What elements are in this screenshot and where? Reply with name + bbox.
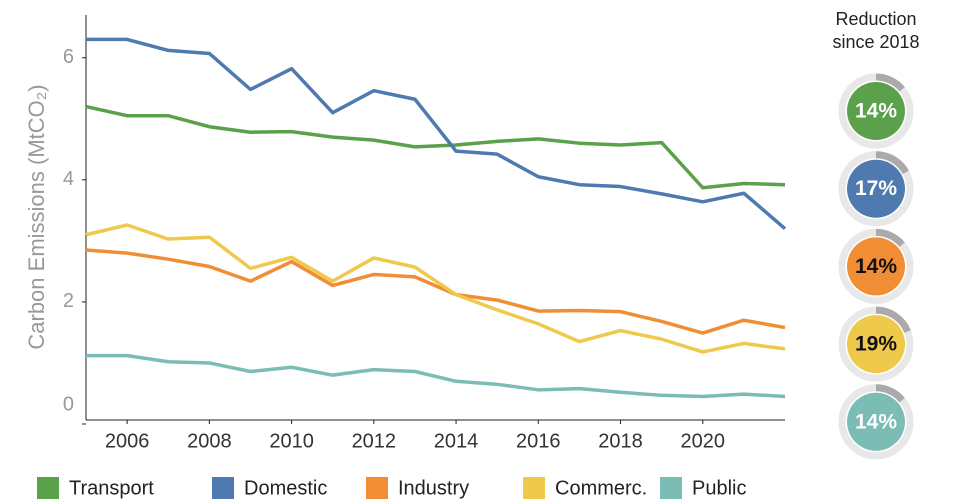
legend-swatch [366,477,388,499]
gauge-label: 19% [855,333,897,356]
gauge-disc [847,237,905,296]
x-tick-label: 2006 [105,430,150,452]
gauge-label: 14% [855,100,897,123]
line [86,37,787,230]
line [85,248,786,335]
line [85,223,786,354]
y-tick-label: 6 [63,46,74,68]
x-tick-label: 2012 [352,430,397,452]
gauge-disc [847,159,905,218]
legend-swatch [660,477,682,499]
legend-label: Transport [69,477,154,499]
line [86,353,786,399]
legend-label: Commerc. [555,477,647,499]
y-tick-label: 0 [63,393,74,415]
legend-swatch [523,477,545,499]
reduction-title: Reduction since 2018 [832,9,920,52]
y-tick-label: 4 [63,168,74,190]
gauge-arc [875,306,911,334]
gauge-disc [847,392,905,451]
legend-label: Industry [398,477,469,499]
x-tick-label: 2018 [598,430,643,452]
gauge-arc [875,73,905,92]
y-tick-label: 2 [63,290,74,312]
x-tick-label: 2016 [516,430,561,452]
legend-swatch [37,477,59,499]
gauge-disc [847,82,905,140]
legend-label: Public [692,477,746,499]
x-tick-label: 2014 [434,430,479,452]
gauge-label: 14% [855,410,897,433]
gauge-label: 17% [855,177,897,200]
legend-label: Domestic [244,477,327,499]
y-axis-label: Carbon Emissions (MtCO₂) [24,84,49,349]
legend-swatch [212,477,234,499]
gauge-arc [875,228,905,248]
x-tick-label: 2008 [187,430,232,452]
gauge-label: 14% [855,255,897,278]
line [85,104,786,190]
gauge-arc [875,151,909,175]
x-tick-label: 2010 [269,430,314,452]
gauge-disc [847,315,905,374]
x-tick-label: 2020 [681,430,726,452]
gauge-arc [875,384,905,403]
